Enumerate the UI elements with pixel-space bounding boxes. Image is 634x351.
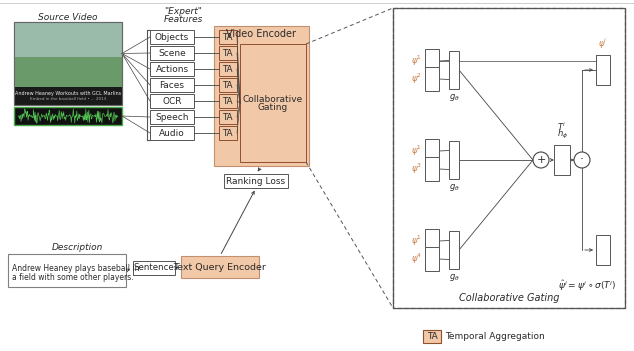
Text: TA: TA [427,332,437,341]
Bar [219,94,237,108]
Text: $g_\theta$: $g_\theta$ [449,182,460,193]
Bar [449,231,459,269]
Bar [425,229,439,253]
Text: Scene: Scene [158,48,186,58]
Bar [150,46,194,60]
Bar [150,126,194,140]
Text: $\psi^1$: $\psi^1$ [411,144,422,158]
Bar [449,141,459,179]
Text: ·: · [580,153,584,166]
Bar [224,174,288,188]
Bar [150,94,194,108]
Bar [181,256,259,278]
Text: Speech: Speech [155,113,189,121]
Text: TA: TA [223,33,233,41]
Text: Andrew Heaney Workouts with GCL Marlins: Andrew Heaney Workouts with GCL Marlins [15,91,121,95]
Bar [150,78,194,92]
Text: $\psi^2$: $\psi^2$ [411,72,422,86]
Text: $g_\theta$: $g_\theta$ [449,92,460,103]
Bar [14,22,122,105]
Text: Faces: Faces [160,80,184,90]
Text: Ranking Loss: Ranking Loss [226,177,285,185]
Bar [425,247,439,271]
Bar [219,78,237,92]
Bar [425,49,439,73]
Text: $\psi^3$: $\psi^3$ [411,162,422,176]
Bar [14,107,122,125]
Text: +: + [536,155,546,165]
Text: $\psi^4$: $\psi^4$ [411,252,422,266]
Bar [150,30,194,44]
Bar [219,110,237,124]
Bar [219,126,237,140]
Bar [219,46,237,60]
Bar [8,254,126,287]
Text: a field with some other players.: a field with some other players. [12,273,134,282]
Text: TA: TA [223,113,233,121]
Bar [150,62,194,76]
Text: $\hat{\psi}^i = \psi^i \circ \sigma(T^i)$: $\hat{\psi}^i = \psi^i \circ \sigma(T^i)… [559,279,617,293]
Circle shape [533,152,549,168]
Text: Objects: Objects [155,33,189,41]
Bar [393,8,625,308]
Bar [425,157,439,181]
Circle shape [574,152,590,168]
Bar [214,26,309,166]
Bar [596,235,610,265]
Text: Actions: Actions [155,65,188,73]
Bar [240,44,306,162]
Text: Collaborative: Collaborative [243,94,303,104]
Bar [14,22,122,57]
Text: "Expert": "Expert" [164,7,202,16]
Text: TA: TA [223,80,233,90]
Text: $\psi^1$: $\psi^1$ [411,54,422,68]
Text: OCR: OCR [162,97,182,106]
Text: $\psi^1$: $\psi^1$ [411,234,422,248]
Text: Source Video: Source Video [38,13,98,22]
Text: Collaborative Gating: Collaborative Gating [459,293,559,303]
Text: Description: Description [52,244,103,252]
Text: $T^i$: $T^i$ [557,121,567,133]
Text: Andrew Heaney plays baseball in: Andrew Heaney plays baseball in [12,264,139,273]
Bar [14,87,122,105]
Bar [219,30,237,44]
Bar [423,330,441,343]
Bar [133,261,175,275]
Text: Audio: Audio [159,128,185,138]
Text: TA: TA [223,128,233,138]
Text: TA: TA [223,97,233,106]
Bar [449,51,459,89]
Bar [393,8,625,308]
Bar [596,55,610,85]
Text: Video Encoder: Video Encoder [226,29,297,39]
Bar [425,67,439,91]
Bar [554,145,570,175]
Text: TA: TA [223,48,233,58]
Text: $h_\phi$: $h_\phi$ [557,128,567,141]
Text: $g_\theta$: $g_\theta$ [449,272,460,283]
Text: Temporal Aggregation: Temporal Aggregation [445,332,545,341]
Text: Text Query Encoder: Text Query Encoder [174,263,266,272]
Text: Gating: Gating [258,104,288,113]
Text: $\psi^i$: $\psi^i$ [598,37,608,51]
Bar [14,57,122,105]
Text: Sentence: Sentence [134,264,174,272]
Bar [425,139,439,163]
Bar [14,22,122,105]
Text: Embed in the baseball field • ... 2013: Embed in the baseball field • ... 2013 [30,97,106,101]
Text: Features: Features [164,15,203,25]
Text: TA: TA [223,65,233,73]
Bar [219,62,237,76]
Bar [150,110,194,124]
